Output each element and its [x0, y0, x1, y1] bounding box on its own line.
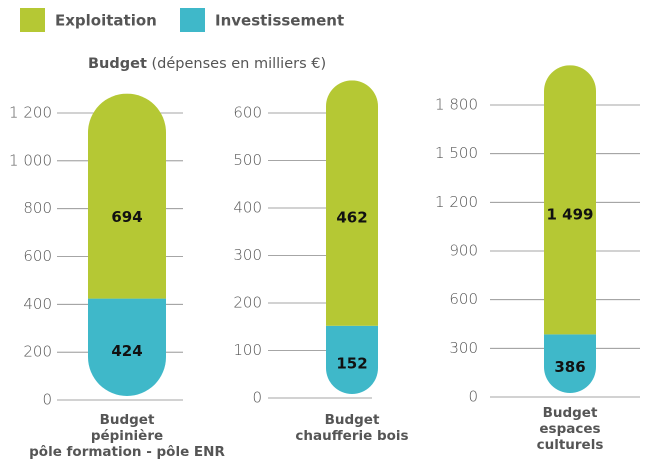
data-label: 386 [554, 358, 585, 376]
data-label: 462 [336, 209, 367, 227]
y-tick-label: 300 [449, 339, 478, 357]
data-label: 694 [111, 208, 142, 226]
y-tick-label: 1 200 [435, 193, 478, 211]
category-label: Budget pépinière pôle formation - pôle E… [29, 412, 225, 460]
bar-segment [88, 93, 166, 299]
y-tick-label: 800 [23, 199, 52, 217]
y-tick-label: 1 200 [9, 104, 52, 122]
y-tick-label: 400 [233, 199, 262, 217]
y-tick-label: 400 [23, 295, 52, 313]
bar-segment [544, 334, 596, 393]
y-tick-label: 300 [233, 246, 262, 264]
legend-swatch [20, 8, 45, 32]
subtitle-label: Budget [88, 56, 147, 72]
category-label: Budget espaces culturels [536, 405, 604, 453]
y-tick-label: 0 [468, 388, 478, 406]
bar-segment [544, 65, 596, 335]
bar-group [326, 80, 378, 394]
bar-group [544, 65, 596, 393]
y-tick-label: 900 [449, 242, 478, 260]
legend-label: Investissement [215, 12, 344, 30]
y-tick-label: 1 500 [435, 144, 478, 162]
bar-segment [326, 325, 378, 394]
legend-swatch [180, 8, 205, 32]
category-label: Budget chaufferie bois [295, 412, 409, 444]
y-tick-label: 500 [233, 151, 262, 169]
bar-segment [326, 80, 378, 326]
y-tick-label: 0 [252, 389, 262, 407]
data-label: 152 [336, 354, 367, 372]
subtitle-note: (dépenses en milliers €) [152, 56, 327, 72]
y-tick-label: 0 [42, 391, 52, 409]
y-tick-label: 200 [233, 294, 262, 312]
subtitle: Budget (dépenses en milliers €) [88, 56, 326, 72]
data-label: 1 499 [547, 205, 594, 223]
y-tick-label: 1 800 [435, 96, 478, 114]
y-tick-label: 600 [23, 247, 52, 265]
bar-group [88, 93, 166, 396]
legend-label: Exploitation [55, 12, 157, 30]
bar-segment [88, 298, 166, 396]
data-label: 424 [111, 342, 142, 360]
y-tick-label: 600 [449, 290, 478, 308]
y-tick-label: 1 000 [9, 151, 52, 169]
y-tick-label: 200 [23, 343, 52, 361]
y-tick-label: 600 [233, 104, 262, 122]
y-tick-label: 100 [233, 341, 262, 359]
